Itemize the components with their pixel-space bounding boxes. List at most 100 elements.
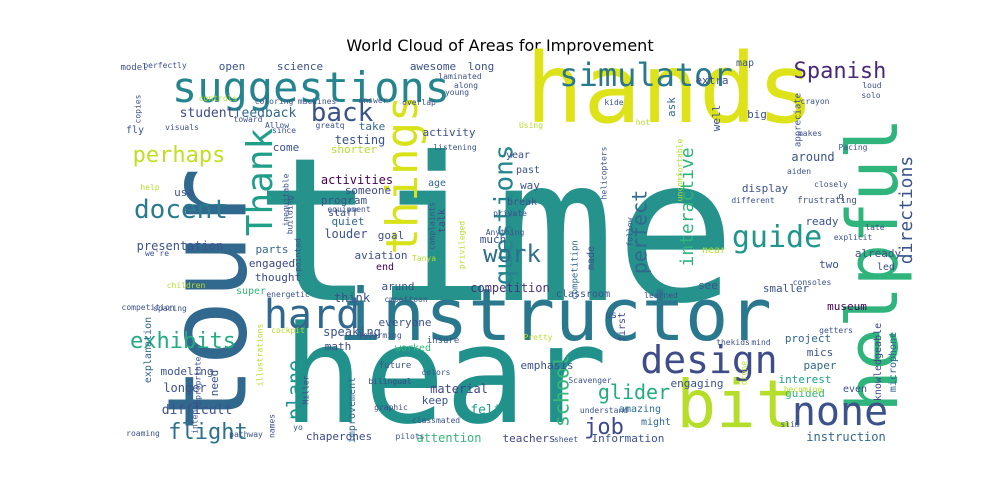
word-time: time [254,115,736,348]
word-aiden: aiden [787,167,811,176]
word-speaking: speaking [323,325,381,339]
word-awesome: awesome [410,60,456,73]
word-anything: Anything [486,228,525,237]
word-miller: Miller [302,375,311,404]
word-pacing: Pacing [839,143,868,152]
word-spacing: spacing [153,304,187,313]
word-testing: testing [335,133,386,147]
word-attention: attention [416,431,481,445]
word-take: take [359,120,386,133]
word-hands: hands [526,33,815,145]
word-guide: guide [732,220,822,255]
word-mics: mics [807,346,834,359]
word-classroom: classroom [556,289,610,300]
word-explanation: explanation [143,317,154,383]
word-knowledgeable: knowledgeable [873,323,884,401]
word-pathway: pathway [229,430,263,439]
word-emphasis: emphasis [521,359,574,372]
word-quiet: quiet [331,215,364,228]
word-frustrating: frustrating [797,196,857,206]
word-insure: insure [427,336,460,346]
word-teachers: teachers [503,432,556,445]
word-age: age [428,178,446,189]
word-classmated: classmated [412,416,460,425]
word-getters: getters [819,326,853,335]
word-helicopters: helicopters [600,146,609,199]
word-tanya: Tanya [412,254,436,263]
word-made: made [586,246,597,270]
word-engaging: engaging [671,377,724,390]
word-perfectly: perfectly [143,61,187,70]
word-competitipn: competitipn [571,240,581,300]
word-crayon: crayon [801,97,830,106]
word-perhaps: perhaps [133,143,226,168]
word-come: come [273,141,300,154]
word-super: super [236,286,266,297]
word-job: job [584,415,624,440]
word-listening: listening [433,143,477,152]
word-appropriate: appropriate [194,356,203,409]
word-need: need [208,370,221,397]
word-uncomfortable: uncomfortable [676,139,685,202]
word-someone: someone [345,184,391,197]
word-paper: paper [803,359,836,372]
word-goal: goal [378,229,405,242]
word-aviation: aviation [355,249,408,262]
word-pretty: Pretty [524,333,553,342]
word-interest: interest [779,373,832,386]
word-coloring: coloring [255,97,294,106]
word-might: might [641,417,671,428]
word-overlap: overlap [402,98,436,107]
word-we-re: we're [145,249,169,258]
word-past: past [516,165,540,176]
word-everyone: everyone [379,316,432,329]
word-simulator: simulator [559,56,732,94]
word-feedback: feedback [234,106,297,121]
word-pilots: pilots [396,432,425,441]
word-privileged: privileged [458,221,467,269]
word-felt: felt [470,403,501,418]
word-building: building [286,196,295,235]
word-yo: yo [293,423,303,432]
word-model: model [120,63,147,73]
word-names: names [268,414,277,438]
word-questions: questions [490,145,520,286]
word-docent: docent [134,195,228,225]
word-late: late [865,223,884,232]
word-parts: parts [255,243,288,256]
word-museum: museum [827,300,867,313]
word-scavenger: Scavenger [568,376,612,385]
word-intense: intense [191,400,200,434]
word-well: well [710,105,723,132]
word-inequitable: inequitable [282,173,291,226]
word-think: think [334,291,371,305]
word-explicit: explicit [834,233,873,242]
word-q: q [838,192,843,202]
word-extra: extra [695,74,728,87]
word-information: Information [592,432,665,445]
word-hot: hot [636,118,651,127]
word-children: children [167,281,206,290]
word-instruction: instruction [806,430,885,444]
word-hard: hard [264,292,360,338]
word-staff: staff [328,208,358,219]
word-back: back [311,98,374,128]
word-controls: controls [199,94,238,103]
word-near: near [702,245,726,256]
word-visuals: visuals [165,123,199,132]
word-student: student [180,106,235,121]
word-different: different [731,196,775,205]
word-future: future [379,361,412,371]
word-already: already [855,247,902,260]
word-two: two [819,258,839,271]
word-slim: slim [780,420,799,429]
word-becoming: becoming [784,385,823,394]
word-copies: copies [134,94,143,123]
word-keep: keep [422,394,449,407]
word-use: use [174,186,194,199]
word-longer: longer [163,381,206,395]
word-program: program [321,194,368,207]
word-math: math [325,340,352,353]
word-energetic: energetic [266,290,310,299]
